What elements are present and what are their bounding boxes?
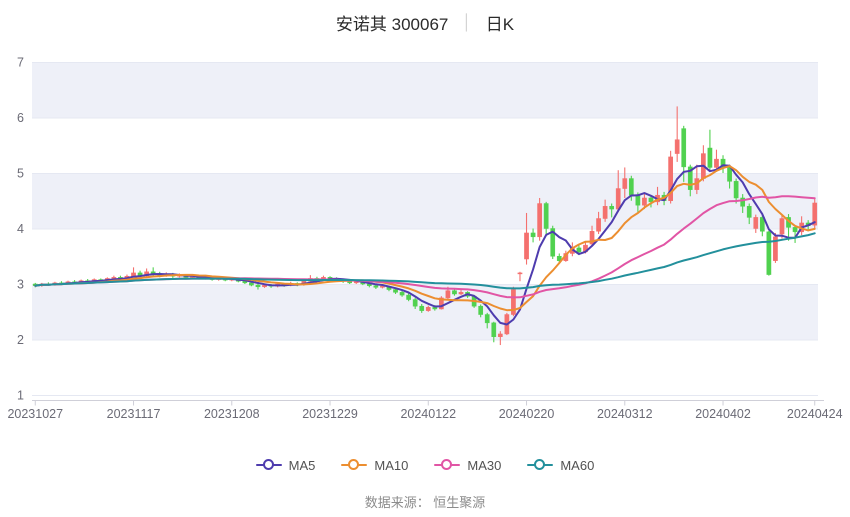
ma30-marker-icon — [434, 459, 461, 471]
kline-period-label: 日K — [485, 14, 515, 34]
stock-name-code: 安诺其 300067 — [335, 14, 449, 34]
svg-text:3: 3 — [17, 278, 24, 292]
legend-label: MA10 — [374, 457, 409, 473]
svg-text:20231027: 20231027 — [7, 407, 63, 421]
svg-text:20240424: 20240424 — [787, 407, 843, 421]
ma5-marker-icon — [255, 459, 282, 471]
svg-text:20240402: 20240402 — [695, 407, 751, 421]
svg-text:4: 4 — [17, 222, 24, 236]
legend-label: MA5 — [288, 457, 316, 473]
svg-text:20240312: 20240312 — [597, 407, 653, 421]
candlestick-chart[interactable]: 7 6 5 4 3 2 1 20231027 20231117 20231208 20231229 2… — [0, 44, 850, 444]
legend-item-ma5[interactable]: MA5 — [255, 457, 316, 473]
svg-text:20231229: 20231229 — [302, 407, 358, 421]
svg-text:20231117: 20231117 — [107, 407, 161, 421]
chart-title: 安诺其 300067 │ 日K — [0, 0, 850, 44]
svg-text:1: 1 — [17, 389, 24, 403]
chart-legend: MA5 MA10 MA30 MA60 — [0, 452, 850, 478]
svg-text:20231208: 20231208 — [204, 407, 260, 421]
legend-label: MA60 — [560, 457, 595, 473]
svg-text:5: 5 — [17, 167, 24, 181]
ma60-marker-icon — [527, 459, 554, 471]
legend-item-ma30[interactable]: MA30 — [434, 458, 501, 473]
legend-item-ma10[interactable]: MA10 — [341, 458, 408, 473]
svg-text:2: 2 — [17, 333, 24, 347]
svg-text:6: 6 — [17, 111, 24, 125]
legend-label: MA30 — [467, 457, 502, 473]
ma10-marker-icon — [341, 459, 368, 471]
svg-text:20240220: 20240220 — [499, 407, 555, 421]
title-separator: │ — [462, 13, 472, 31]
svg-text:20240122: 20240122 — [400, 407, 456, 421]
svg-text:7: 7 — [17, 56, 24, 70]
data-source-label: 数据来源： 恒生聚源 — [364, 495, 486, 510]
kline-chart-area[interactable]: 7 6 5 4 3 2 1 20231027 20231117 20231208 20231229 2… — [0, 44, 850, 444]
legend-item-ma60[interactable]: MA60 — [527, 458, 594, 473]
